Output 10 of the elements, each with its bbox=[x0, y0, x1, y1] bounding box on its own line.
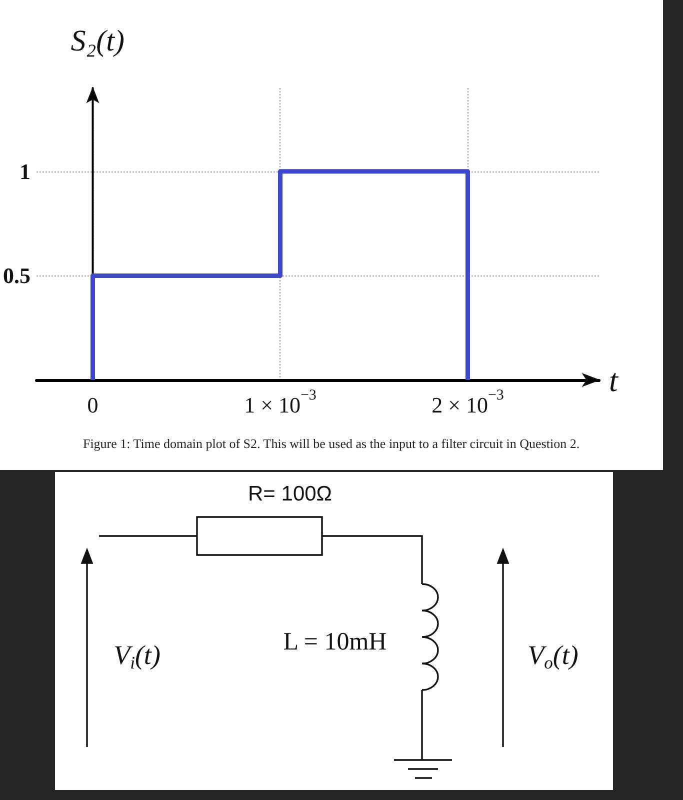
x-axis-title: t bbox=[609, 362, 619, 398]
text: V$_{i}$(t) bbox=[114, 640, 160, 672]
text: R= 100Ω bbox=[248, 482, 332, 506]
text: V$_{o}$(t) bbox=[528, 640, 578, 672]
y-tick-label: 0.5 bbox=[3, 263, 30, 288]
y-tick-label: 1 bbox=[20, 158, 30, 184]
x-tick-label: 0 bbox=[87, 392, 98, 418]
y-axis-title: S₂(t) bbox=[70, 24, 125, 58]
text: L = 10mH bbox=[283, 628, 387, 656]
caption: Figure 1: Time domain plot of S2. This will be used as the input to a filter circuit in Question 2. bbox=[82, 436, 580, 451]
